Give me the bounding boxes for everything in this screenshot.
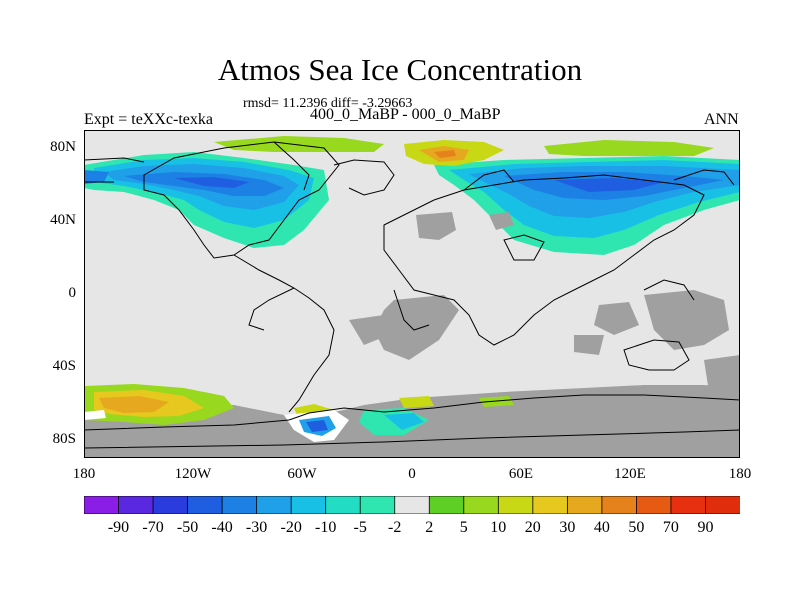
colorbar-label: -5 — [353, 519, 367, 536]
colorbar-label: 10 — [490, 519, 507, 536]
colorbar-label: 40 — [593, 519, 610, 536]
colorbar-swatch — [705, 496, 740, 514]
experiment-label: Expt = teXXc-texka — [84, 111, 213, 128]
lat-label-80s: 80S — [52, 431, 76, 447]
map-frame — [84, 130, 740, 458]
sea-ice-difference-map — [84, 130, 740, 458]
lon-label-60w: 60W — [287, 466, 317, 482]
colorbar-label: -2 — [388, 519, 402, 536]
colorbar — [84, 496, 740, 514]
colorbar-swatch — [601, 496, 638, 514]
lat-label-80n: 80N — [50, 139, 76, 155]
stats-label: rmsd= 11.2396 diff= -3.29663 — [243, 96, 413, 111]
lon-label-180e: 180 — [728, 466, 752, 482]
colorbar-label: 30 — [559, 519, 576, 536]
colorbar-label: -50 — [176, 519, 199, 536]
colorbar-label: 2 — [425, 519, 434, 536]
colorbar-swatch — [463, 496, 500, 514]
colorbar-label: 90 — [697, 519, 714, 536]
southern-ice-anomalies — [84, 384, 514, 442]
lon-label-180w: 180 — [72, 466, 96, 482]
colorbar-label: -30 — [245, 519, 268, 536]
colorbar-label: 70 — [662, 519, 679, 536]
colorbar-swatch — [497, 496, 534, 514]
colorbar-label: 5 — [459, 519, 468, 536]
colorbar-swatch — [325, 496, 362, 514]
colorbar-label: 50 — [628, 519, 645, 536]
colorbar-label: -90 — [107, 519, 130, 536]
colorbar-swatch — [118, 496, 154, 514]
colorbar-swatch — [290, 496, 327, 514]
lon-label-120w: 120W — [174, 466, 212, 482]
colorbar-swatch — [187, 496, 224, 514]
lon-label-60e: 60E — [508, 466, 534, 482]
comparison-label: 400_0_MaBP - 000_0_MaBP — [310, 106, 501, 123]
figure-title: Atmos Sea Ice Concentration — [217, 52, 583, 87]
colorbar-swatch — [256, 496, 293, 514]
lon-label-120e: 120E — [614, 466, 646, 482]
colorbar-swatch — [84, 496, 120, 514]
arctic-positive-patches — [84, 136, 714, 184]
lat-label-40s: 40S — [52, 358, 76, 374]
colorbar-swatch — [532, 496, 569, 514]
colorbar-swatch — [566, 496, 603, 514]
season-label: ANN — [704, 111, 739, 128]
colorbar-swatch — [152, 496, 189, 514]
colorbar-swatch — [636, 496, 672, 514]
colorbar-swatch — [359, 496, 396, 514]
colorbar-label: -70 — [142, 519, 164, 536]
lat-label-0: 0 — [68, 285, 77, 301]
colorbar-swatch — [428, 496, 465, 514]
colorbar-label: -20 — [280, 519, 302, 536]
northern-ice-band — [84, 152, 740, 255]
colorbar-swatch — [670, 496, 707, 514]
colorbar-swatch — [221, 496, 258, 514]
lon-label-0: 0 — [408, 466, 416, 482]
coastlines — [84, 141, 740, 449]
colorbar-label: -10 — [315, 519, 337, 536]
lat-label-40n: 40N — [50, 212, 76, 228]
colorbar-swatch — [394, 496, 431, 514]
colorbar-label: 20 — [524, 519, 541, 536]
colorbar-label: -40 — [211, 519, 233, 536]
